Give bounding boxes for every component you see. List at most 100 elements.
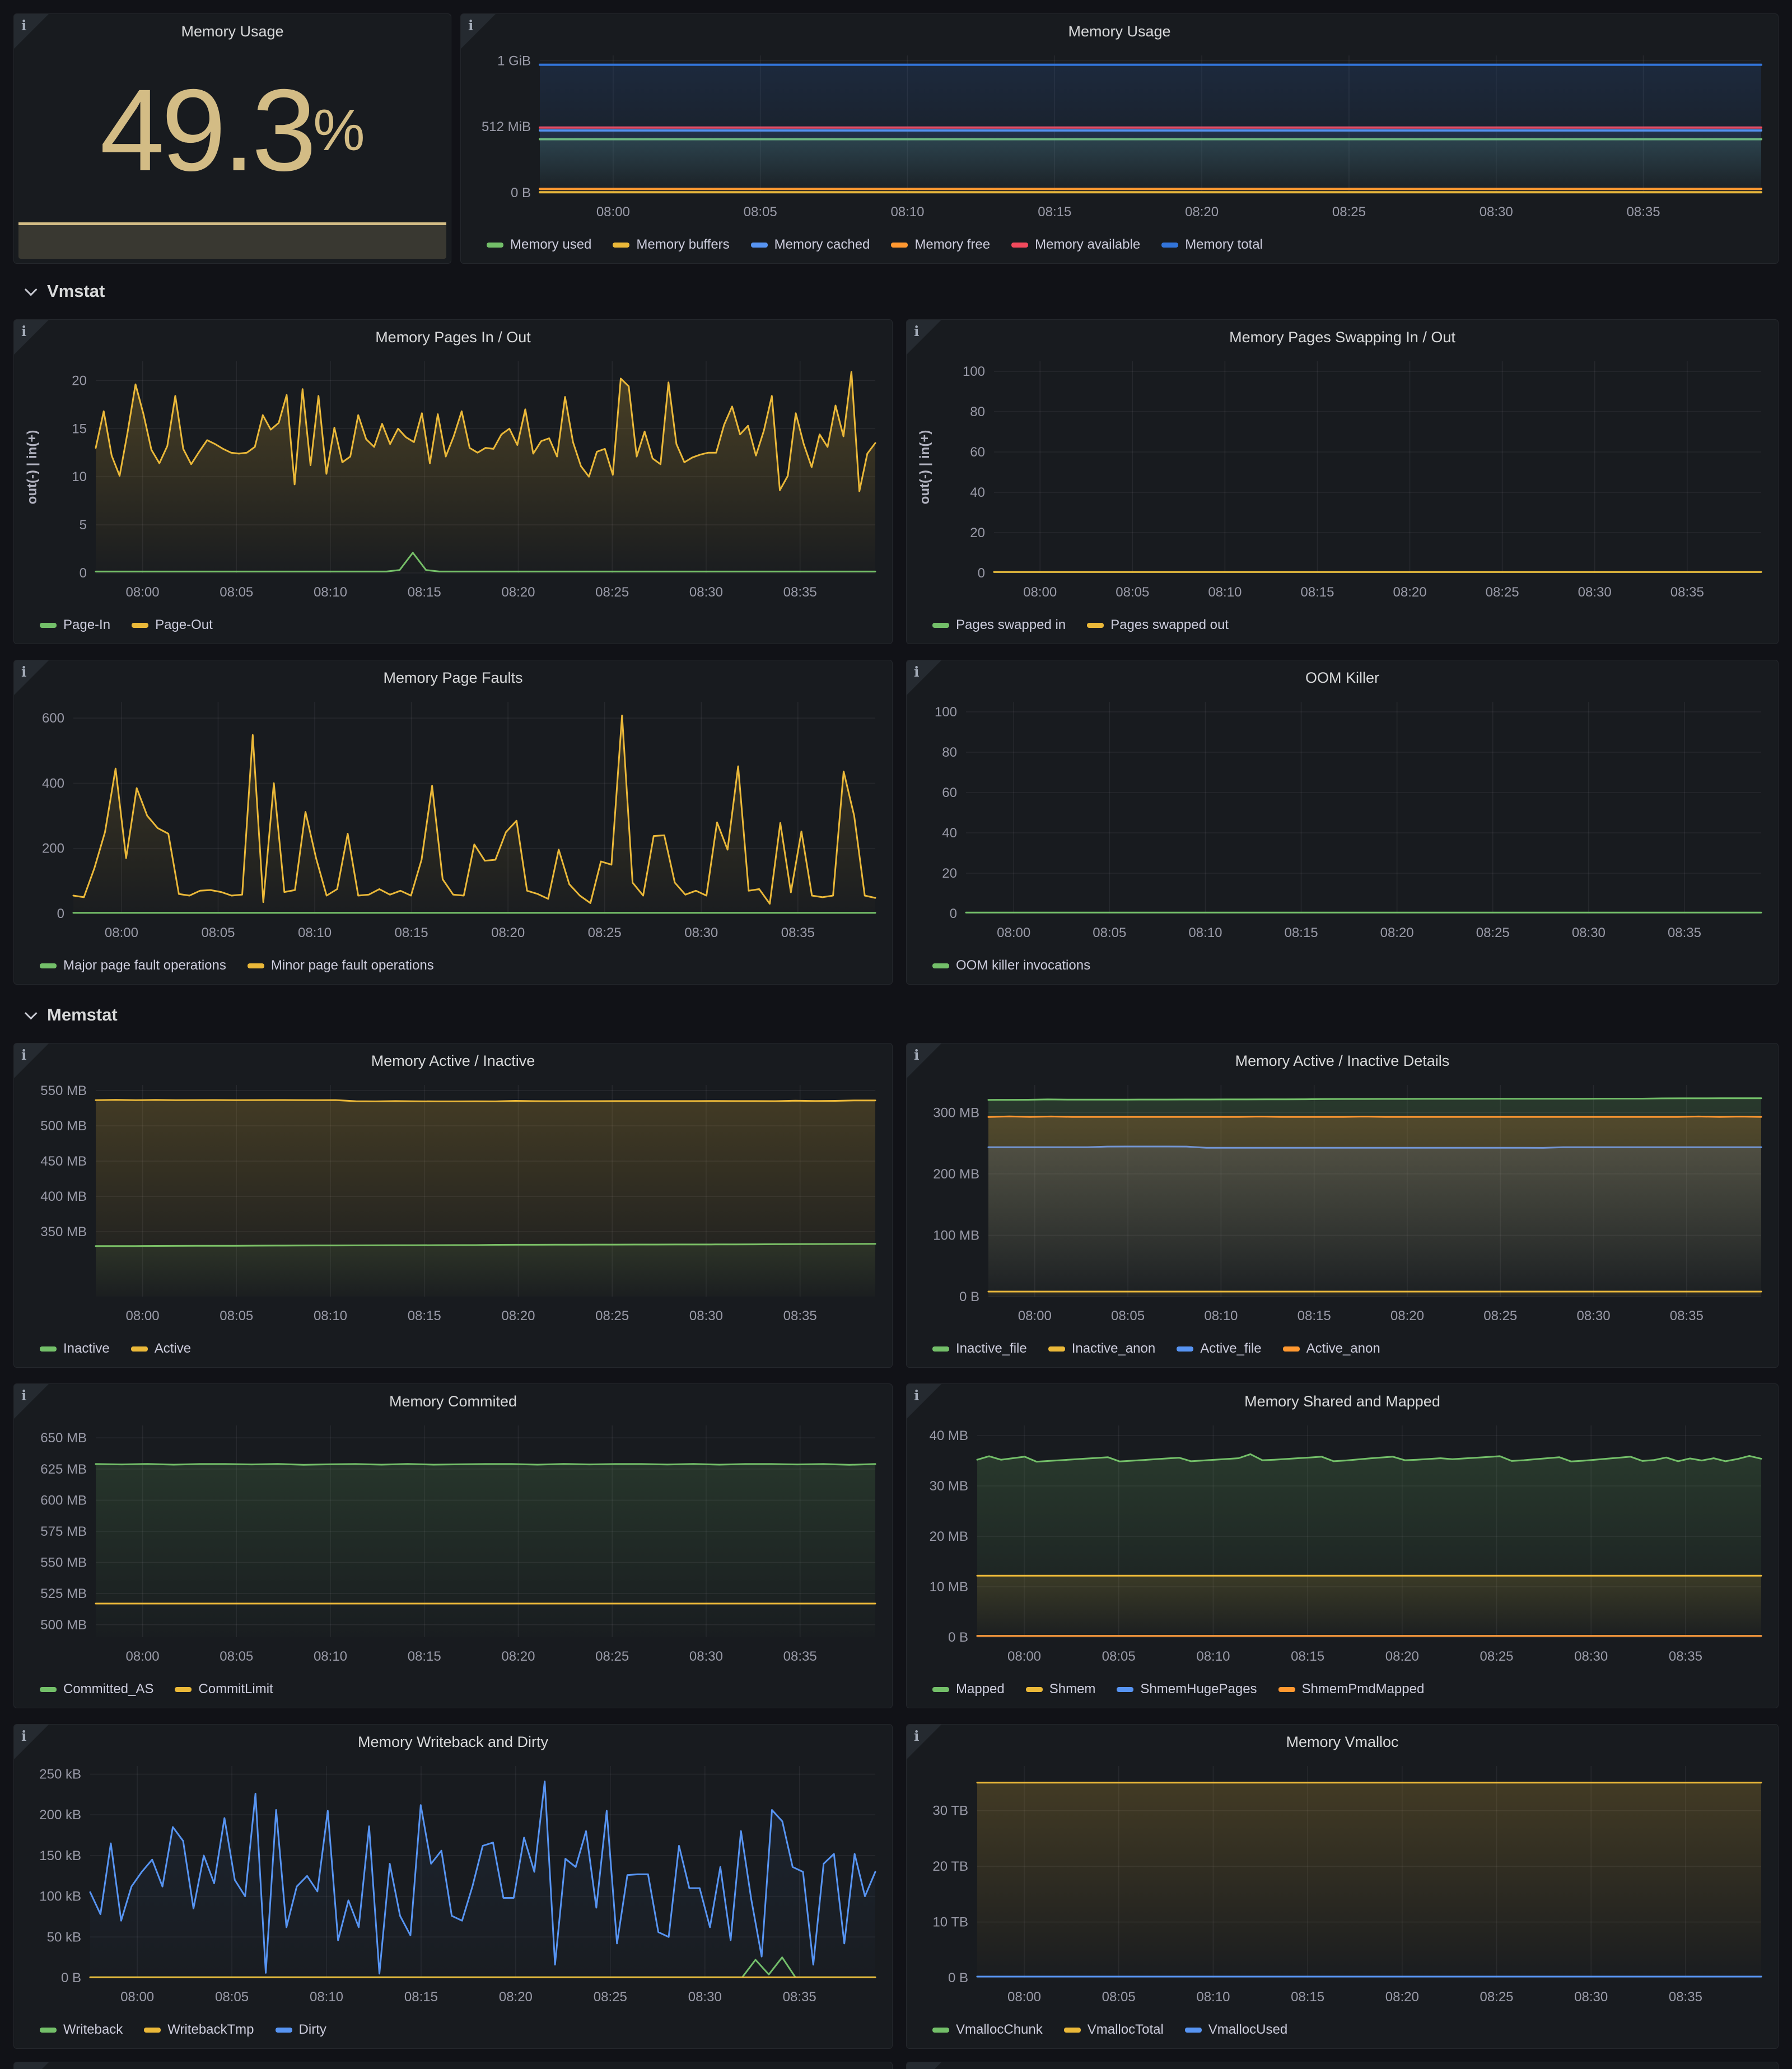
panel-info-corner[interactable]: [907, 320, 941, 355]
chart-legend: Inactive Active: [40, 1337, 886, 1360]
legend-item[interactable]: Dirty: [275, 2022, 326, 2038]
legend-item[interactable]: Shmem: [1025, 1681, 1095, 1697]
svg-text:40 MB: 40 MB: [930, 1428, 968, 1443]
panel-info-corner[interactable]: [907, 660, 941, 695]
panel-title[interactable]: Memory Vmalloc: [1286, 1734, 1399, 1750]
chart-plot-area[interactable]: 0 B 10 TB 20 TB 30 TB 08:00 08:05 08:10 08:15 08…: [910, 1757, 1772, 2010]
legend-item[interactable]: Mapped: [932, 1681, 1005, 1697]
svg-text:08:15: 08:15: [404, 1989, 438, 2005]
svg-text:15: 15: [72, 421, 87, 436]
legend-label: CommitLimit: [198, 1681, 273, 1697]
legend-item[interactable]: Minor page fault operations: [247, 958, 434, 973]
chart-plot-area[interactable]: 0 B 50 kB 100 kB 150 kB 200 kB 250 kB 08:00 08:…: [17, 1757, 886, 2010]
legend-item[interactable]: VmallocTotal: [1063, 2022, 1164, 2038]
info-icon[interactable]: i: [468, 17, 474, 34]
panel-info-corner[interactable]: [14, 1043, 49, 1078]
chart-plot-area[interactable]: 0 B 10 MB 20 MB 30 MB 40 MB 08:00 08:05 08:10 08…: [910, 1416, 1772, 1670]
legend-item[interactable]: Pages swapped in: [932, 617, 1066, 633]
legend-label: Minor page fault operations: [270, 958, 434, 973]
svg-text:08:35: 08:35: [1670, 585, 1704, 600]
chart-plot-area[interactable]: 0 B 100 MB 200 MB 300 MB 08:00 08:05 08:10 08:1…: [910, 1076, 1772, 1329]
panel-title[interactable]: Memory Pages Swapping In / Out: [1229, 329, 1455, 346]
panel-title[interactable]: Memory Usage: [181, 23, 284, 40]
chart-plot-area[interactable]: 0 5 10 15 20 08:00 08:05 08:10 08:15 08:20 08:25 08…: [17, 352, 886, 605]
panel-title[interactable]: Memory Shared and Mapped: [1244, 1393, 1440, 1410]
panel-memory-page-faults: i Memory Page Faults 0 200 400 600 08:00 08:0…: [13, 660, 893, 985]
legend-item[interactable]: Committed_AS: [40, 1681, 153, 1697]
info-icon[interactable]: i: [21, 323, 27, 339]
info-icon[interactable]: i: [914, 664, 920, 680]
svg-text:08:00: 08:00: [1007, 1649, 1041, 1664]
panel-title[interactable]: Memory Page Faults: [383, 669, 523, 686]
info-icon[interactable]: i: [21, 1728, 27, 1744]
panel-info-corner[interactable]: [461, 14, 496, 49]
legend-item[interactable]: Inactive_file: [932, 1341, 1027, 1357]
panel-info-corner[interactable]: [14, 320, 49, 355]
legend-item[interactable]: Active_file: [1177, 1341, 1262, 1357]
panel-title[interactable]: Memory Pages In / Out: [375, 329, 531, 346]
chart-plot-area[interactable]: 0 B 512 MiB 1 GiB 08:00 08:05 08:10 08:15 08:20…: [464, 46, 1772, 225]
legend-swatch-icon: [1011, 242, 1029, 248]
legend-item[interactable]: Inactive_anon: [1048, 1341, 1155, 1357]
legend-swatch-icon: [932, 1346, 949, 1352]
legend-item[interactable]: Writeback: [40, 2022, 123, 2038]
chart-plot-area[interactable]: 500 MB 525 MB 550 MB 575 MB 600 MB 625 MB 650 …: [17, 1416, 886, 1670]
panel-info-corner[interactable]: [14, 1725, 49, 1759]
svg-text:20: 20: [72, 373, 87, 388]
legend-item[interactable]: Memory free: [891, 237, 990, 253]
info-icon[interactable]: i: [914, 1047, 920, 1063]
info-icon[interactable]: i: [914, 1728, 920, 1744]
legend-item[interactable]: ShmemHugePages: [1117, 1681, 1257, 1697]
svg-text:08:25: 08:25: [594, 1989, 627, 2005]
legend-item[interactable]: Memory total: [1161, 237, 1263, 253]
panel-title[interactable]: Memory Active / Inactive Details: [1235, 1052, 1450, 1069]
legend-item[interactable]: VmallocChunk: [932, 2022, 1043, 2038]
legend-item[interactable]: VmallocUsed: [1184, 2022, 1287, 2038]
panel-info-corner[interactable]: [907, 1384, 941, 1419]
info-icon[interactable]: i: [21, 1387, 27, 1404]
panel-memory-pages-in-out: i Memory Pages In / Out 0 5 10 15 20 08:00 08:…: [13, 319, 893, 644]
info-icon[interactable]: i: [21, 1047, 27, 1063]
info-icon[interactable]: i: [21, 17, 27, 34]
svg-text:08:10: 08:10: [314, 585, 347, 600]
panel-title[interactable]: Memory Active / Inactive: [371, 1052, 535, 1069]
panel-title[interactable]: Memory Commited: [389, 1393, 517, 1410]
info-icon[interactable]: i: [914, 323, 920, 339]
legend-label: Memory cached: [774, 237, 870, 252]
legend-item[interactable]: Active: [130, 1341, 191, 1357]
legend-item[interactable]: Page-Out: [132, 617, 213, 633]
chevron-down-icon: [24, 283, 38, 296]
legend-swatch-icon: [1117, 1686, 1134, 1692]
row-header-memstat[interactable]: Memstat: [24, 999, 118, 1031]
legend-swatch-icon: [40, 2027, 57, 2033]
legend-item[interactable]: WritebackTmp: [144, 2022, 254, 2038]
chart-svg: 0 20 40 60 80 100 08:00 08:05 08:10 08:15 08:20 08:…: [935, 702, 1762, 940]
info-icon[interactable]: i: [914, 1387, 920, 1404]
panel-title[interactable]: OOM Killer: [1305, 669, 1379, 686]
legend-item[interactable]: Inactive: [40, 1341, 110, 1357]
panel-info-corner[interactable]: [14, 660, 49, 695]
legend-item[interactable]: Major page fault operations: [40, 958, 226, 973]
panel-title[interactable]: Memory Writeback and Dirty: [357, 1734, 549, 1750]
panel-title[interactable]: Memory Usage: [1068, 23, 1171, 40]
info-icon[interactable]: i: [21, 664, 27, 680]
legend-item[interactable]: Memory buffers: [613, 237, 730, 253]
chart-plot-area[interactable]: 0 20 40 60 80 100 08:00 08:05 08:10 08:15 08:20 08:…: [910, 693, 1772, 946]
panel-info-corner[interactable]: [14, 1384, 49, 1419]
row-header-vmstat[interactable]: Vmstat: [24, 276, 105, 307]
legend-item[interactable]: Memory available: [1011, 237, 1140, 253]
legend-item[interactable]: Memory used: [487, 237, 591, 253]
legend-item[interactable]: Memory cached: [750, 237, 870, 253]
panel-info-corner[interactable]: [14, 14, 49, 49]
chart-plot-area[interactable]: 0 200 400 600 08:00 08:05 08:10 08:15 08:20 08:25…: [17, 693, 886, 946]
legend-item[interactable]: OOM killer invocations: [932, 958, 1090, 973]
legend-item[interactable]: Active_anon: [1282, 1341, 1380, 1357]
legend-item[interactable]: Page-In: [40, 617, 110, 633]
legend-item[interactable]: Pages swapped out: [1087, 617, 1229, 633]
legend-item[interactable]: ShmemPmdMapped: [1278, 1681, 1424, 1697]
chart-plot-area[interactable]: 0 20 40 60 80 100 08:00 08:05 08:10 08:15 08:20 08:…: [910, 352, 1772, 605]
legend-item[interactable]: CommitLimit: [175, 1681, 273, 1697]
chart-plot-area[interactable]: 350 MB 400 MB 450 MB 500 MB 550 MB 08:00 08:05…: [17, 1076, 886, 1329]
panel-info-corner[interactable]: [907, 1725, 941, 1759]
panel-info-corner[interactable]: [907, 1043, 941, 1078]
